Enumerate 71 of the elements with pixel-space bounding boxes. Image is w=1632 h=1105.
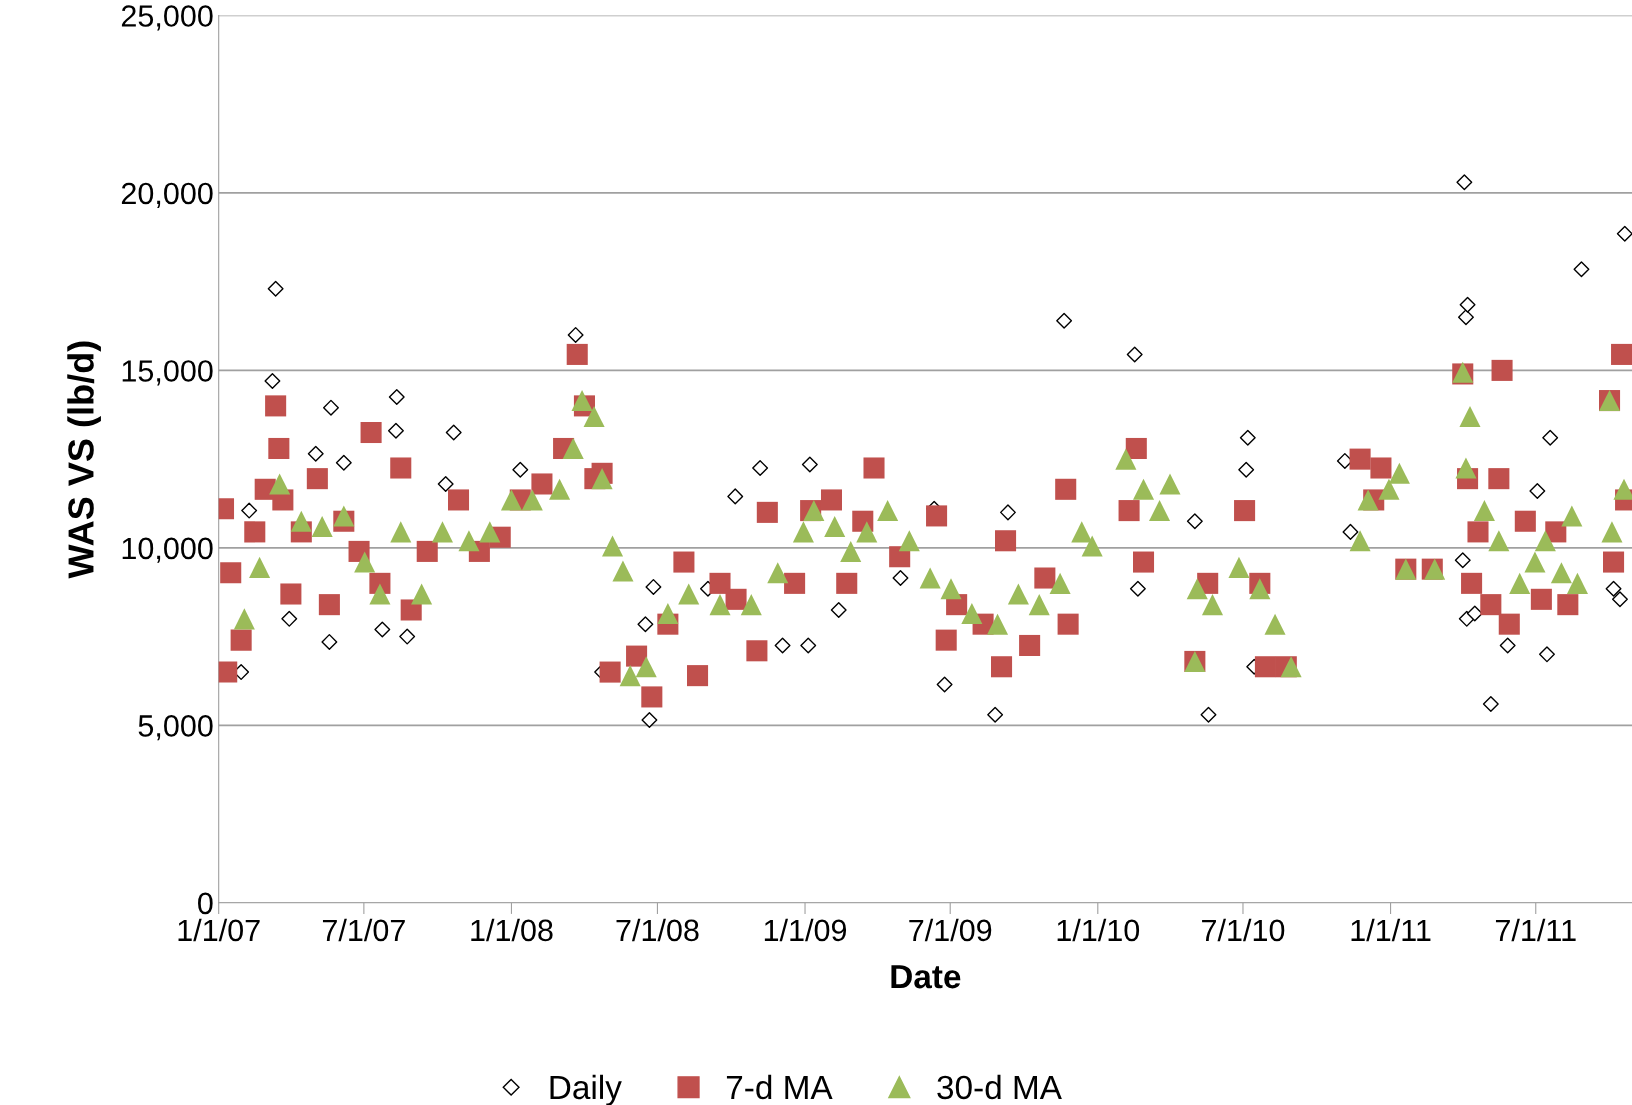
point (1239, 429, 1256, 446)
y-tick-label: 0 (198, 892, 213, 915)
point (267, 280, 284, 297)
point (1200, 706, 1217, 723)
point (1459, 296, 1476, 313)
x-tick-label: 1/1/10 (1057, 918, 1140, 942)
point (241, 502, 258, 519)
point (999, 504, 1016, 521)
point (1542, 429, 1559, 446)
y-tick-label: 15,000 (122, 360, 213, 386)
y-tick-label: 5,000 (138, 715, 213, 741)
point (335, 454, 352, 471)
x-tick-label: 7/1/11 (1495, 918, 1576, 942)
y-tick-label: 25,000 (121, 5, 213, 31)
y-axis-title: WAS VS (lb/d) (67, 341, 101, 579)
point (387, 422, 404, 439)
y-tick-label: 20,000 (121, 182, 213, 208)
x-tick-label: 1/1/08 (471, 918, 553, 942)
point (936, 676, 953, 693)
point (830, 601, 847, 618)
x-tick-label: 7/1/08 (616, 918, 699, 942)
point (281, 610, 298, 627)
point (567, 326, 584, 343)
x-axis-title: Date (891, 965, 961, 989)
x-tick-label: 7/1/09 (909, 918, 992, 942)
point (307, 445, 324, 462)
point (1129, 580, 1146, 597)
legend-label: 7-d MA (726, 1074, 833, 1100)
x-tick-label: 1/1/11 (1351, 918, 1431, 942)
point (1529, 483, 1546, 500)
point (1186, 513, 1203, 530)
point (801, 456, 818, 473)
point (1238, 461, 1255, 478)
point (321, 633, 338, 650)
x-tick-label: 7/1/10 (1202, 918, 1285, 942)
point (774, 637, 791, 654)
x-tick-label: 1/1/09 (764, 918, 847, 942)
point (1605, 580, 1622, 597)
point (727, 488, 744, 505)
point (437, 475, 454, 492)
point (374, 621, 391, 638)
point (445, 424, 462, 441)
point (264, 373, 281, 390)
point (1616, 225, 1632, 242)
point (645, 578, 662, 595)
point (892, 570, 909, 587)
point (1454, 552, 1471, 569)
point (323, 399, 339, 416)
point (800, 637, 817, 654)
point (1573, 261, 1590, 278)
point (637, 616, 654, 633)
point (1482, 696, 1499, 713)
point (399, 628, 416, 645)
y-tick-label: 10,000 (122, 537, 213, 563)
point (1457, 309, 1474, 326)
point (1126, 346, 1143, 363)
point (752, 460, 769, 476)
point (1342, 523, 1359, 540)
x-tick-label: 7/1/07 (322, 918, 405, 942)
point (1056, 312, 1073, 329)
legend-label: Daily (550, 1074, 622, 1105)
legend-label: 30-d MA (937, 1074, 1062, 1100)
point (1611, 591, 1628, 608)
point (987, 706, 1004, 723)
point (1499, 637, 1516, 654)
point (1538, 646, 1555, 663)
point (388, 389, 405, 405)
point (1456, 174, 1473, 191)
x-tick-label: 1/1/07 (178, 918, 260, 942)
point (641, 712, 658, 728)
point (512, 461, 529, 478)
